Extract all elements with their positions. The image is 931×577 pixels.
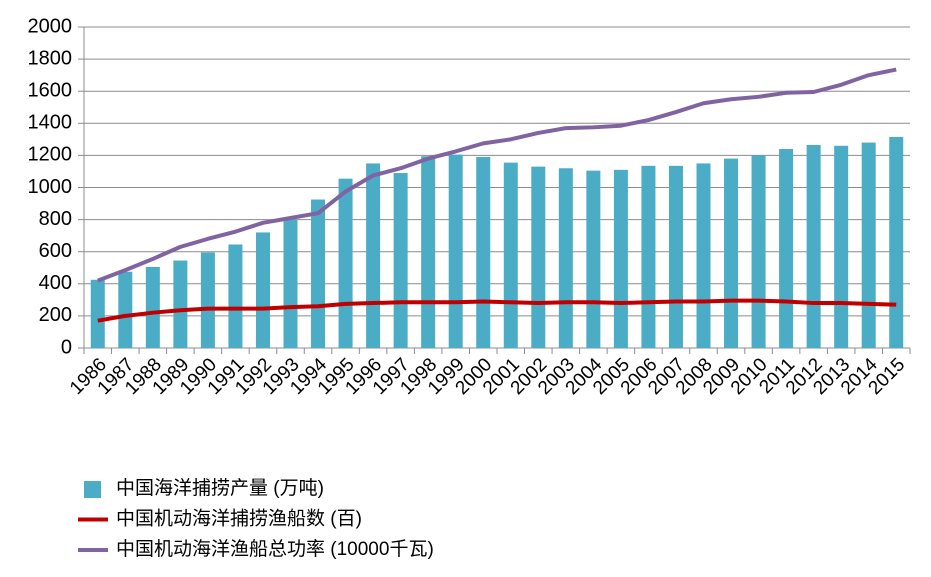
bar xyxy=(779,148,794,348)
legend-swatch xyxy=(84,481,101,498)
y-tick-label: 1200 xyxy=(28,144,73,166)
bar xyxy=(311,199,326,348)
y-tick-label: 200 xyxy=(39,304,72,326)
bar xyxy=(613,169,628,348)
bar xyxy=(421,156,436,348)
legend-label: 中国机动海洋捕捞渔船数 (百) xyxy=(116,508,362,530)
bar xyxy=(283,219,298,348)
bar xyxy=(366,163,381,348)
bar xyxy=(806,144,821,348)
bar xyxy=(558,168,573,348)
y-tick-label: 600 xyxy=(39,240,72,262)
y-tick-label: 400 xyxy=(39,272,72,294)
bar xyxy=(889,136,904,348)
bar xyxy=(724,158,739,348)
legend-label: 中国机动海洋渔船总功率 (10000千瓦) xyxy=(116,538,434,560)
bar xyxy=(503,162,518,348)
bar xyxy=(586,170,601,348)
bar xyxy=(531,166,546,348)
y-tick-label: 2000 xyxy=(28,15,73,37)
line xyxy=(97,298,897,323)
bar xyxy=(145,266,160,348)
bar xyxy=(476,157,491,348)
bar xyxy=(641,165,656,348)
y-tick-label: 0 xyxy=(61,336,72,358)
bar xyxy=(696,163,711,348)
y-tick-label: 800 xyxy=(39,208,72,230)
line xyxy=(97,67,897,283)
bar xyxy=(393,173,408,348)
y-tick-label: 1000 xyxy=(28,176,73,198)
y-tick-label: 1400 xyxy=(28,112,73,134)
bar xyxy=(118,271,133,348)
bar xyxy=(834,145,849,348)
bar xyxy=(173,260,188,348)
bar xyxy=(448,154,463,348)
bar xyxy=(90,279,105,348)
bar xyxy=(338,178,353,348)
bar xyxy=(861,142,876,348)
bar xyxy=(751,155,766,348)
y-tick-label: 1800 xyxy=(28,47,73,69)
bar xyxy=(228,244,243,348)
y-tick-label: 1600 xyxy=(28,79,73,101)
bar xyxy=(255,232,270,348)
bar xyxy=(668,165,683,348)
legend-label: 中国海洋捕捞产量 (万吨) xyxy=(116,477,324,499)
bar xyxy=(200,252,215,348)
